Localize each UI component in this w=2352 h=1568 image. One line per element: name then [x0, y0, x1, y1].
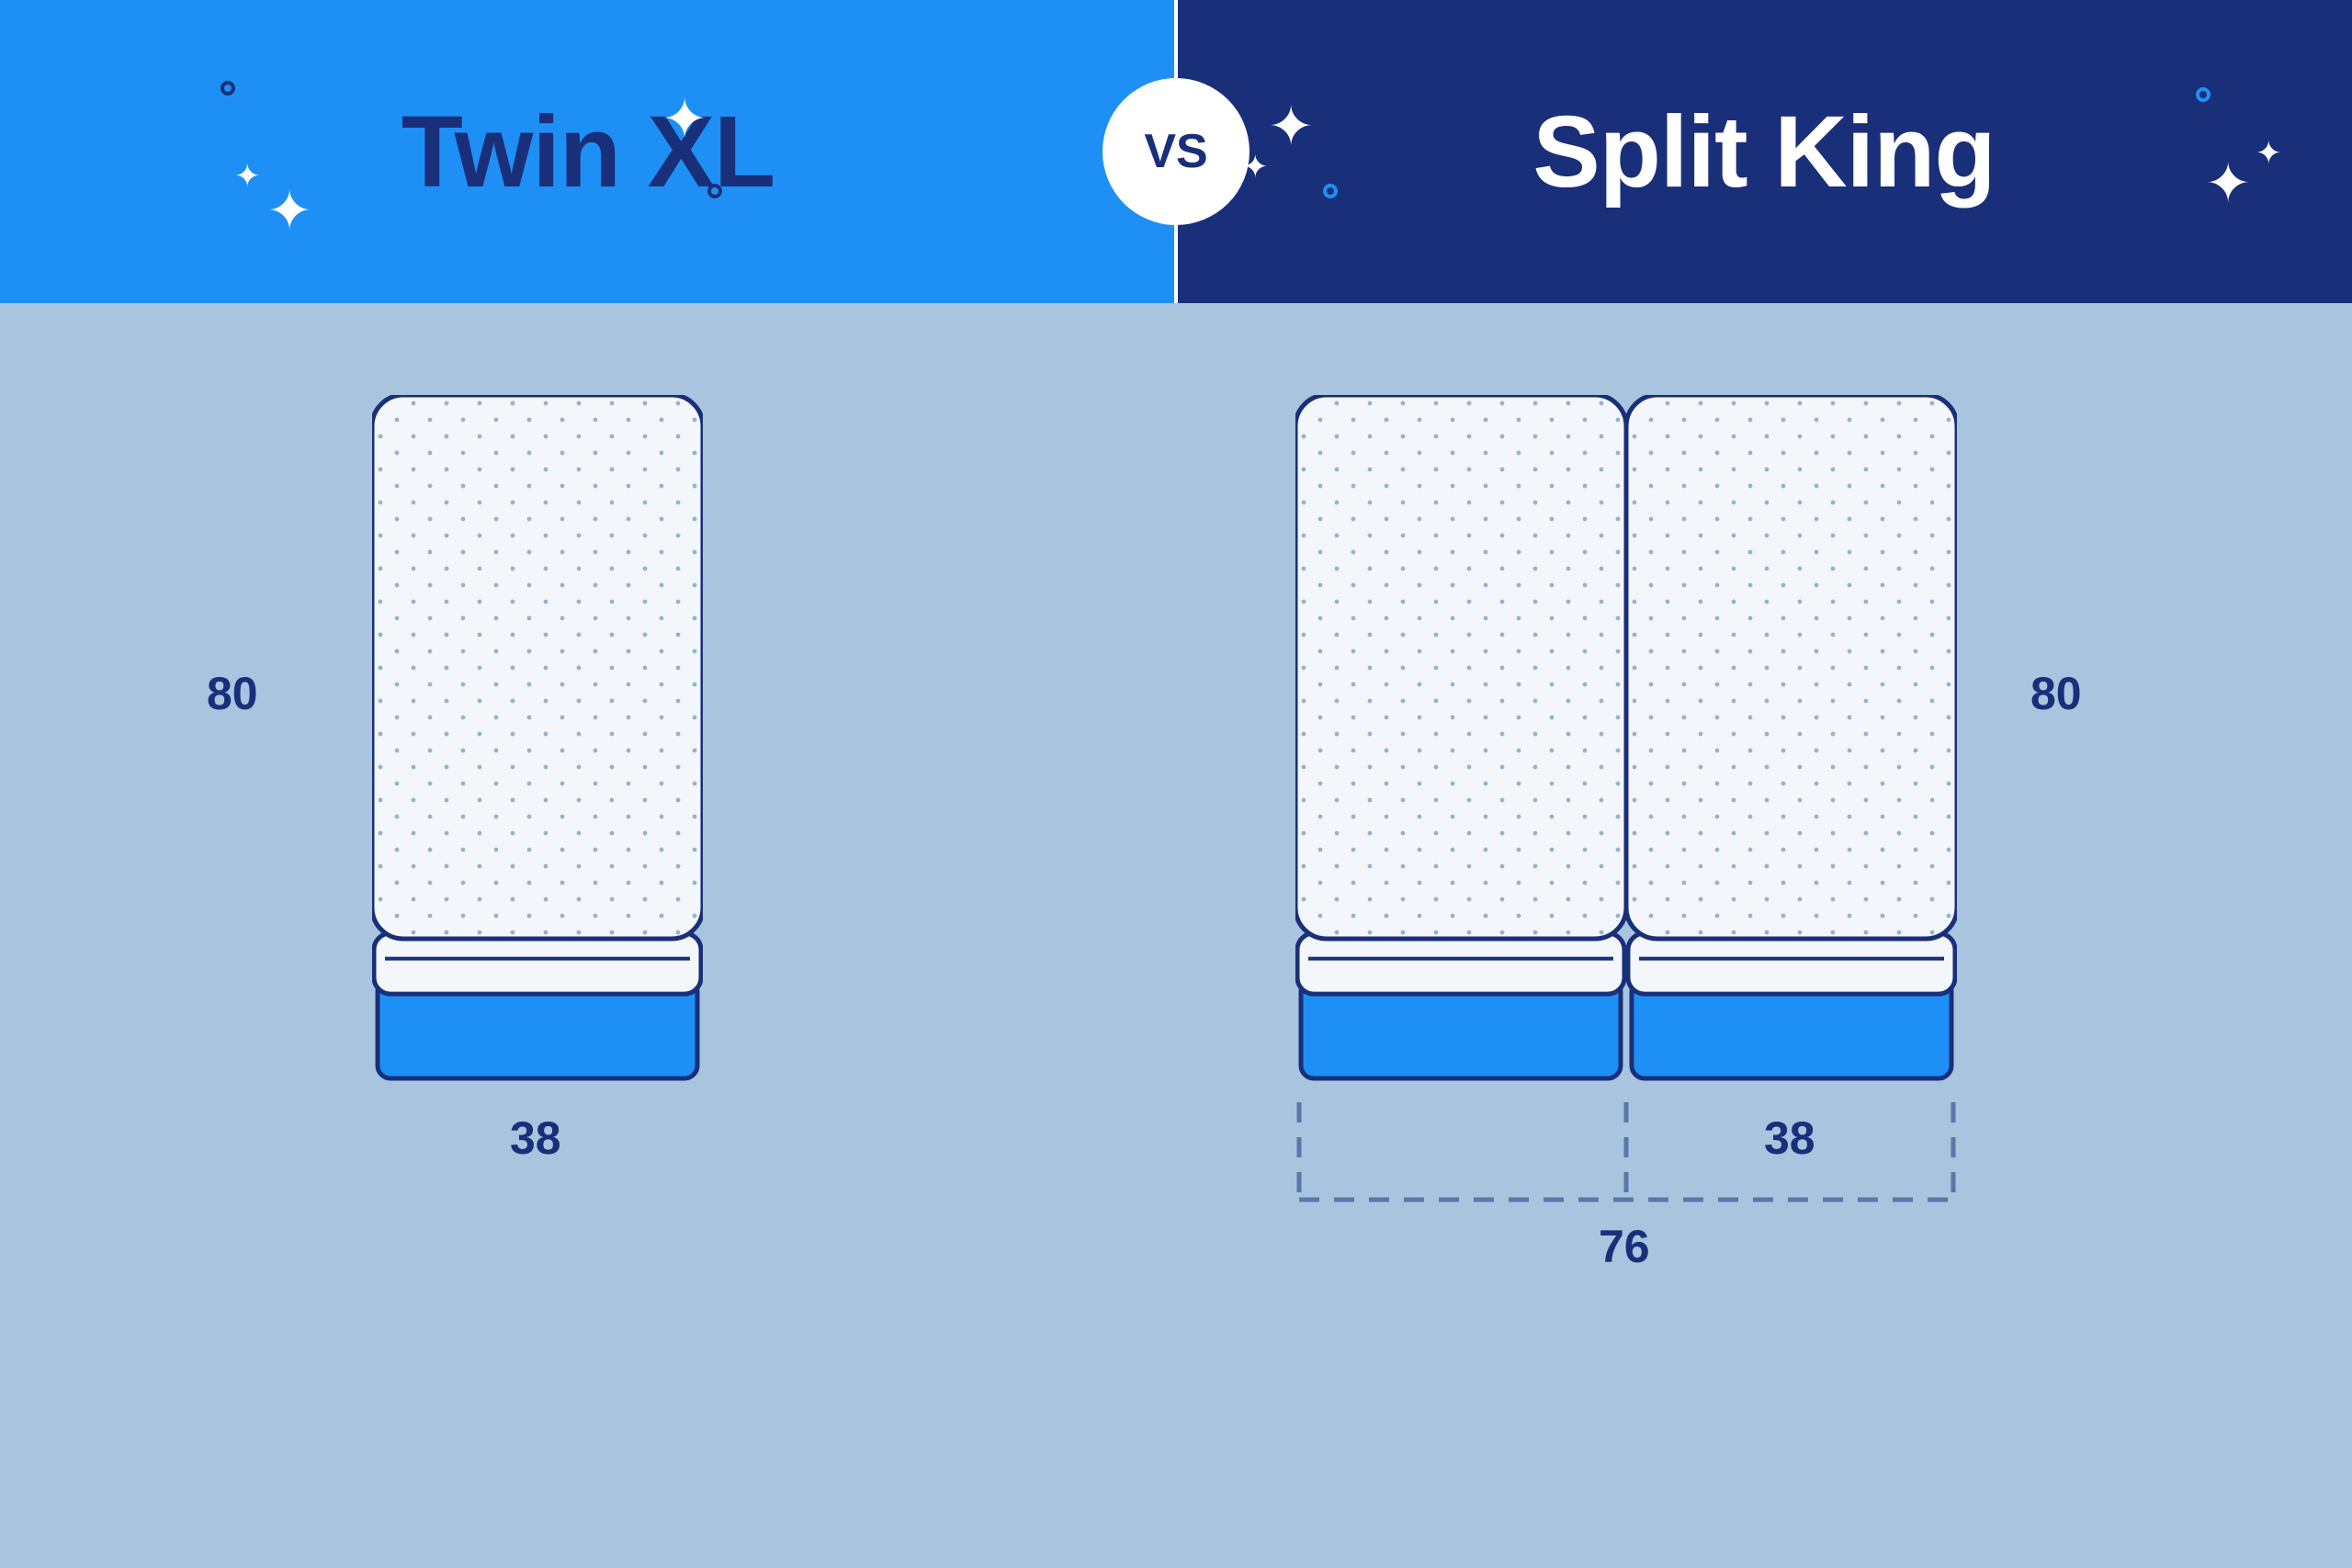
- split-king-half-width-label: 38: [1764, 1111, 1815, 1165]
- body-area: 80 38 80 38 76: [0, 303, 2352, 1568]
- vs-badge: VS: [1102, 78, 1250, 225]
- sparkle-icon: ✦: [2256, 138, 2282, 169]
- vs-label: VS: [1144, 124, 1207, 179]
- split-king-height-label: 80: [2030, 667, 2082, 720]
- ring-icon: [1323, 184, 1338, 198]
- ring-icon: [707, 184, 722, 198]
- header-left-panel: Twin XL ✦ ✦ ✦: [0, 0, 1176, 303]
- twin-xl-height-label: 80: [207, 667, 258, 720]
- right-title: Split King: [1532, 94, 1995, 210]
- header: Twin XL ✦ ✦ ✦ Split King ✦ ✦ ✦ ✦ VS: [0, 0, 2352, 303]
- sparkle-icon: ✦: [662, 92, 707, 147]
- ring-icon: [220, 81, 235, 96]
- sparkle-icon: ✦: [1268, 99, 1314, 154]
- sparkle-icon: ✦: [234, 161, 261, 192]
- header-right-panel: Split King ✦ ✦ ✦ ✦: [1176, 0, 2352, 303]
- sparkle-icon: ✦: [266, 184, 312, 239]
- sparkle-icon: ✦: [2205, 156, 2251, 211]
- comparison-canvas: Twin XL ✦ ✦ ✦ Split King ✦ ✦ ✦ ✦ VS: [0, 0, 2352, 1568]
- twin-xl-width-label: 38: [510, 1111, 561, 1165]
- ring-icon: [2196, 87, 2211, 102]
- split-king-full-width-label: 76: [1599, 1220, 1650, 1273]
